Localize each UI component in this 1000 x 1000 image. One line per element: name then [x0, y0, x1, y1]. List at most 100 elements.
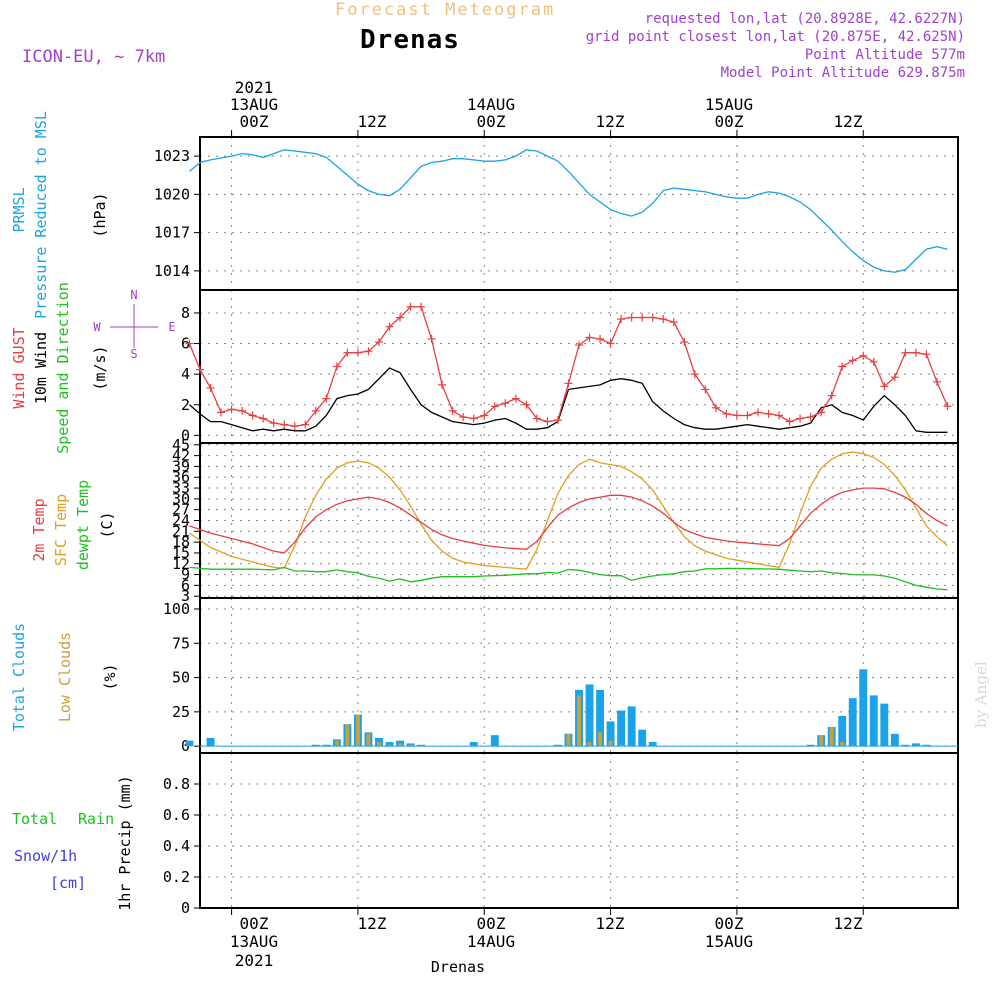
compass-north: N: [130, 288, 137, 302]
label-percent: (%): [101, 663, 119, 690]
station-name: Drenas: [360, 25, 460, 55]
y-tick-label: 0: [181, 426, 190, 444]
low-cloud-bar: [366, 733, 371, 747]
total-cloud-bar: [922, 744, 931, 747]
label-pressure-msl: Pressure Reduced to MSL: [32, 111, 50, 319]
total-cloud-bar: [396, 740, 404, 747]
low-cloud-bar: [387, 744, 392, 747]
y-tick-label: 0: [181, 899, 190, 917]
total-cloud-bar: [185, 740, 194, 747]
low-cloud-bar: [566, 733, 571, 747]
y-tick-label: 18: [172, 533, 190, 551]
top-date-label-3: 15AUG: [705, 95, 753, 114]
y-tick-label: 2: [181, 396, 190, 414]
label-snow: Snow/1h: [14, 847, 77, 865]
y-tick-label: 1014: [154, 262, 190, 280]
total-cloud-bar: [627, 706, 636, 747]
label-low-clouds: Low Clouds: [56, 632, 74, 722]
label-2m-temp: 2m Temp: [30, 498, 48, 561]
y-tick-label: 15: [172, 544, 190, 562]
bottom-time-label: 00Z: [715, 914, 744, 933]
total-cloud-bar: [638, 729, 647, 747]
y-tick-label: 21: [172, 522, 190, 540]
total-cloud-bar: [859, 669, 868, 747]
label-speed-direction: Speed and Direction: [54, 282, 72, 454]
label-ms: (m/s): [91, 345, 109, 390]
bottom-time-label: 00Z: [240, 914, 269, 933]
total-cloud-bar: [838, 715, 847, 747]
total-cloud-bar: [311, 744, 320, 747]
total-cloud-bar: [901, 744, 910, 747]
compass-south: S: [130, 347, 137, 361]
y-tick-label: 50: [172, 669, 190, 687]
total-cloud-bar: [553, 744, 562, 747]
dewpoint-line: [189, 566, 948, 591]
y-tick-label: 75: [172, 634, 190, 652]
low-cloud-bar: [819, 735, 824, 747]
total-cloud-bar: [911, 743, 920, 747]
compass-west: W: [93, 320, 101, 334]
requested-coords: requested lon,lat (20.8928E, 42.6227N): [645, 11, 965, 27]
top-time-label: 00Z: [715, 112, 744, 131]
y-tick-label: 30: [172, 490, 190, 508]
low-cloud-bar: [408, 744, 413, 747]
y-tick-label: 24: [172, 512, 190, 530]
low-cloud-bar: [345, 724, 350, 747]
label-precip-1hr: 1hr Precip (mm): [116, 775, 134, 910]
top-time-label: 00Z: [240, 112, 269, 131]
y-tick-label: 1017: [154, 224, 190, 242]
label-hpa: (hPa): [91, 192, 109, 237]
low-cloud-bar: [840, 742, 845, 747]
wind-gust-line: [188, 306, 949, 427]
total-cloud-bar: [322, 744, 331, 747]
bottom-time-label: 00Z: [477, 914, 506, 933]
grid-point-coords: grid point closest lon,lat (20.875E, 42.…: [586, 29, 965, 45]
pressure-line: [189, 149, 948, 273]
bottom-time-label: 12Z: [358, 914, 387, 933]
label-total-clouds: Total Clouds: [10, 623, 28, 731]
low-cloud-bar: [829, 726, 834, 747]
label-10m-wind: 10m Wind: [32, 332, 50, 404]
low-cloud-bar: [398, 743, 403, 747]
bottom-date-label-2: 14AUG: [467, 932, 515, 951]
y-tick-label: 0.4: [163, 837, 190, 855]
label-sfc-temp: SFC Temp: [52, 494, 70, 566]
y-tick-label: 27: [172, 501, 190, 519]
chart-title: Forecast Meteogram: [335, 0, 555, 20]
top-time-label: 12Z: [834, 112, 863, 131]
y-tick-label: 0.2: [163, 868, 190, 886]
total-cloud-bar: [469, 742, 478, 747]
label-wind-gust: Wind GUST: [10, 327, 28, 408]
panel-frame-pressure: [199, 136, 959, 291]
low-cloud-bar: [376, 742, 381, 747]
y-tick-label: 1020: [154, 185, 190, 203]
top-time-label: 00Z: [477, 112, 506, 131]
point-altitude: Point Altitude 577m: [805, 47, 965, 63]
label-rain: Rain: [78, 810, 114, 828]
low-cloud-bar: [334, 740, 339, 747]
bottom-date-label-3: 15AUG: [705, 932, 753, 951]
sfc-temp-line: [189, 451, 948, 570]
low-cloud-bar: [619, 744, 624, 747]
compass-east: E: [168, 320, 175, 334]
chart-plot-layer: 1014101710201023024683691215182124273033…: [154, 130, 959, 917]
low-cloud-bar: [587, 742, 592, 747]
total-cloud-bar: [417, 744, 426, 747]
y-tick-label: 6: [181, 576, 190, 594]
total-cloud-bar: [385, 742, 394, 747]
total-cloud-bar: [869, 695, 878, 747]
y-tick-label: 8: [181, 304, 190, 322]
total-cloud-bar: [648, 742, 657, 747]
low-cloud-bar: [355, 714, 360, 747]
total-cloud-bar: [890, 733, 899, 747]
low-cloud-bar: [850, 744, 855, 747]
y-tick-label: 45: [172, 436, 190, 454]
model-altitude: Model Point Altitude 629.875m: [721, 65, 965, 81]
y-tick-label: 1023: [154, 147, 190, 165]
wind-speed-line: [189, 367, 948, 433]
compass-rose: N E S W: [93, 288, 175, 361]
panel-frame-precip: [199, 752, 959, 909]
2m-temp-line: [189, 487, 948, 554]
y-tick-label: 0: [181, 737, 190, 755]
